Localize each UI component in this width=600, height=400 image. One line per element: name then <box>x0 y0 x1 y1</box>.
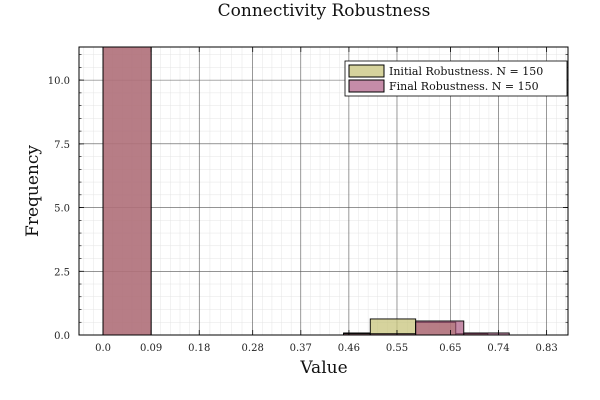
y-tick-label: 10.0 <box>48 76 70 87</box>
x-tick-label: 0.0 <box>95 343 111 354</box>
grid <box>79 47 568 336</box>
x-tick-label: 0.74 <box>487 343 509 354</box>
legend: Initial Robustness. N = 150 Final Robust… <box>344 60 568 97</box>
y-tick-label: 7.5 <box>54 140 70 151</box>
x-tick-label: 0.18 <box>188 343 210 354</box>
ticks <box>79 47 568 336</box>
x-tick-labels: 0.0 0.09 0.18 0.28 0.37 0.46 0.55 0.65 0.74 0.83 <box>95 343 558 354</box>
chart-title: Connectivity Robustness <box>218 1 431 21</box>
y-axis-label: Frequency <box>23 145 43 237</box>
x-tick-label: 0.46 <box>338 343 360 354</box>
y-tick-label: 2.5 <box>54 267 70 278</box>
y-tick-labels: 0.0 2.5 5.0 7.5 10.0 <box>48 76 70 342</box>
bars <box>102 46 510 336</box>
legend-label-final: Final Robustness. N = 150 <box>389 80 539 93</box>
x-tick-label: 0.65 <box>439 343 461 354</box>
x-axis-label: Value <box>299 358 347 378</box>
legend-swatch-initial <box>348 64 385 78</box>
x-tick-label: 0.83 <box>535 343 557 354</box>
y-tick-label: 5.0 <box>54 204 70 215</box>
x-tick-label: 0.28 <box>242 343 264 354</box>
x-tick-label: 0.37 <box>290 343 312 354</box>
histogram-bar <box>415 320 465 336</box>
x-tick-label: 0.55 <box>386 343 408 354</box>
y-tick-label: 0.0 <box>54 331 70 342</box>
legend-label-initial: Initial Robustness. N = 150 <box>389 65 543 78</box>
plot-frame <box>78 46 569 336</box>
x-tick-label: 0.09 <box>140 343 162 354</box>
legend-swatch-final <box>348 79 385 93</box>
histogram-bar <box>102 46 152 336</box>
histogram-bar <box>369 318 417 336</box>
